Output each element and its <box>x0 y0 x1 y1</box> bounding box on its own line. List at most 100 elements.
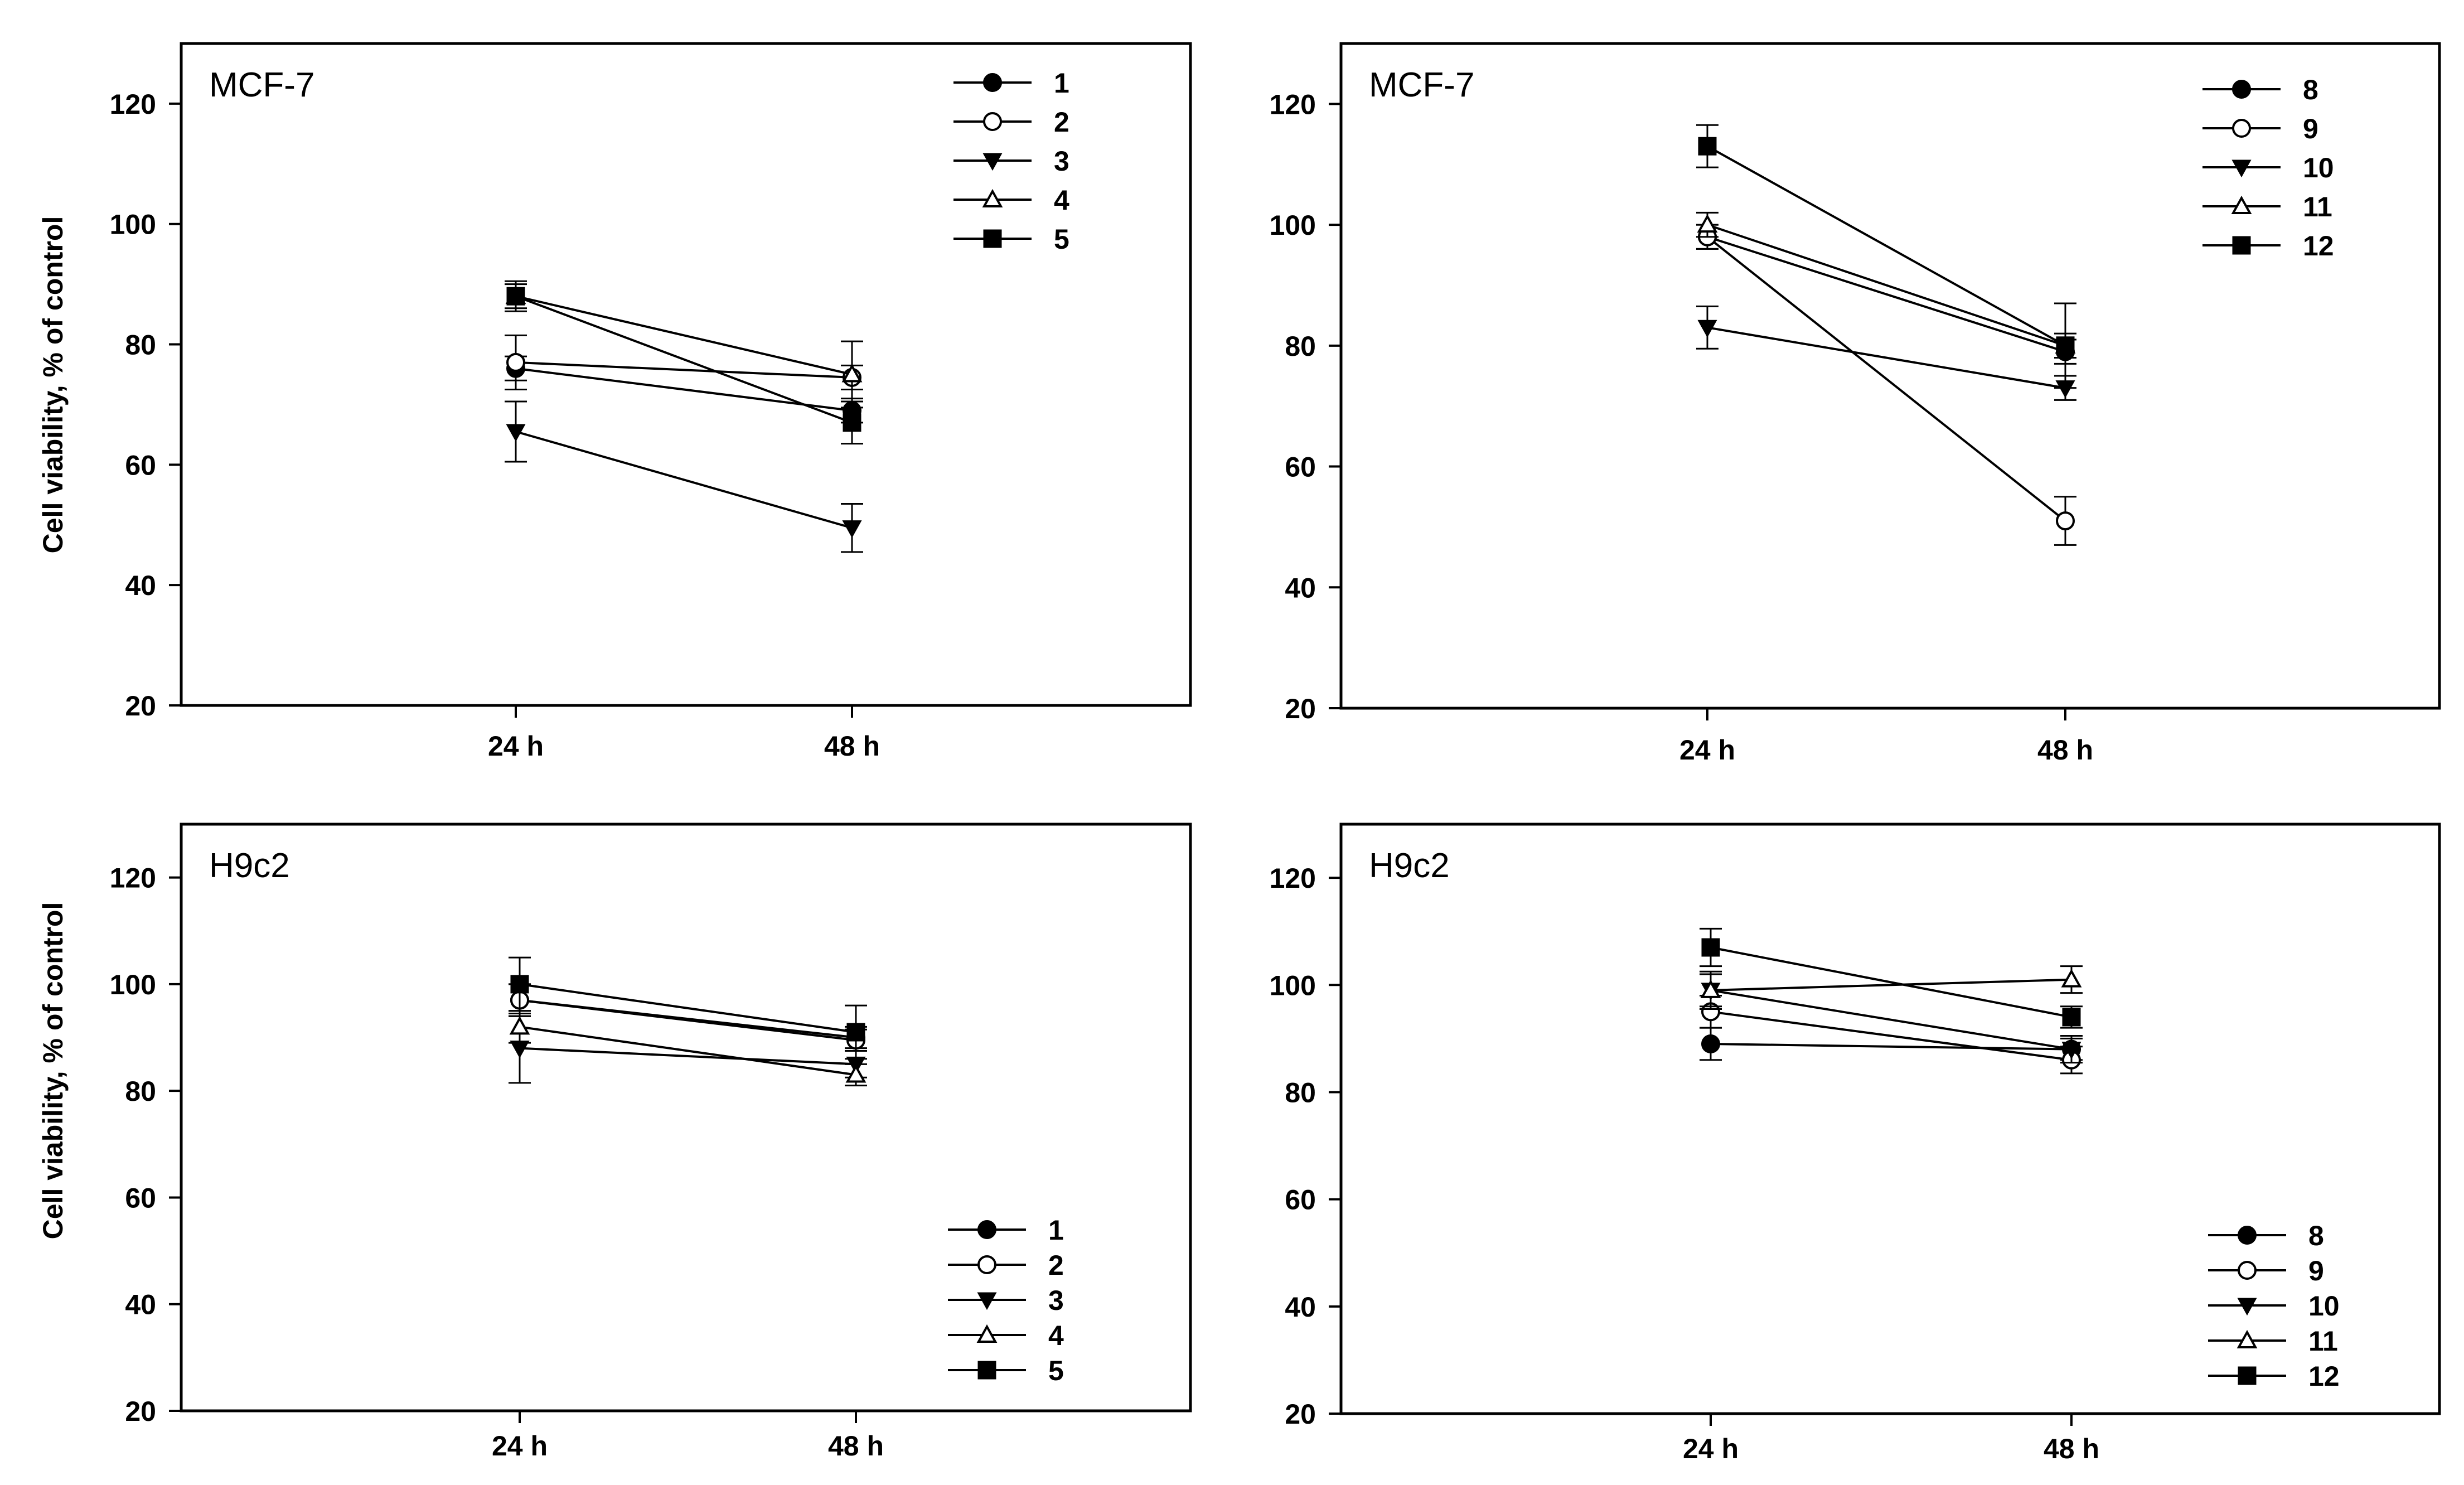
legend-marker <box>983 73 1002 92</box>
data-point <box>841 364 863 383</box>
series-4 <box>509 1010 867 1087</box>
legend-label: 12 <box>2303 230 2334 262</box>
legend-marker <box>2232 119 2251 138</box>
series-line <box>1710 1010 2072 1061</box>
series-line <box>515 367 853 412</box>
y-tick-label: 60 <box>125 449 156 481</box>
cell-line-label: H9c2 <box>209 847 290 885</box>
y-tick-label: 100 <box>1270 970 1316 1001</box>
data-point <box>506 424 526 442</box>
data-point <box>843 413 861 432</box>
legend-label: 1 <box>1054 67 1069 99</box>
y-tick-label: 80 <box>1285 1077 1316 1108</box>
chart-panel-h9c2-compounds-1-5: H9c2 20 40 60 80 100 120 24 h 48 h 1 2 3 4 5 <box>110 823 1192 1462</box>
legend-marker <box>977 1361 996 1380</box>
legend-marker <box>2231 159 2252 178</box>
legend-label: 2 <box>1048 1250 1064 1281</box>
x-tick-label: 24 h <box>488 731 544 762</box>
y-tick-label: 40 <box>1285 1291 1316 1323</box>
legend-label: 9 <box>2308 1255 2324 1286</box>
series-2 <box>509 983 867 1052</box>
legend-marker <box>2237 1298 2257 1316</box>
y-tick-label: 80 <box>125 1076 156 1107</box>
legend-label: 3 <box>1054 146 1069 177</box>
series-line <box>519 1047 856 1066</box>
series-line <box>1710 1042 2072 1051</box>
series-line <box>1707 224 2066 347</box>
legend-marker <box>2232 236 2251 255</box>
series-line <box>519 999 856 1042</box>
legend-label: 12 <box>2308 1361 2340 1392</box>
chart-panel-h9c2-compounds-8-12: H9c2 20 40 60 80 100 120 24 h 48 h 8 9 10 11 12 <box>1270 823 2441 1464</box>
legend: 8 9 10 11 12 <box>2202 74 2334 262</box>
series-line <box>1707 326 2066 389</box>
legend-marker <box>2238 1226 2257 1245</box>
series-11 <box>1700 965 2083 1008</box>
legend-marker <box>2232 80 2251 99</box>
legend: 8 9 10 11 12 <box>2208 1220 2340 1392</box>
y-tick-label: 20 <box>125 690 156 722</box>
series-12 <box>1696 124 2076 359</box>
chart-panel-mcf7-compounds-8-12: MCF-7 20 40 60 80 100 120 24 h 48 h 8 9 10 11 12 <box>1270 42 2441 766</box>
data-point <box>509 1016 530 1035</box>
y-tick-label: 120 <box>110 89 156 120</box>
legend-label: 10 <box>2308 1290 2340 1322</box>
series-line <box>1707 145 2066 347</box>
legend-marker <box>2231 195 2252 214</box>
legend-marker <box>983 229 1002 248</box>
y-tick-label: 100 <box>110 969 156 1000</box>
legend-marker <box>983 112 1002 131</box>
legend-marker <box>2238 1366 2257 1385</box>
series-line <box>515 295 853 376</box>
series-line <box>1710 946 2072 1018</box>
series-5 <box>505 280 863 445</box>
legend-marker <box>976 1324 998 1343</box>
y-tick-label: 20 <box>125 1396 156 1427</box>
legend-label: 11 <box>2303 191 2332 222</box>
data-point <box>1700 979 1721 998</box>
legend-marker <box>977 1220 996 1239</box>
y-tick-label: 120 <box>110 863 156 894</box>
y-tick-label: 60 <box>1285 452 1316 483</box>
data-point <box>2061 969 2082 988</box>
legend-label: 4 <box>1048 1320 1064 1351</box>
y-tick-label: 40 <box>125 1289 156 1320</box>
plot-frame <box>180 823 1192 1413</box>
y-tick-label: 60 <box>1285 1184 1316 1216</box>
series-line <box>1707 235 2066 353</box>
legend: 1 2 3 4 5 <box>953 67 1069 255</box>
series-12 <box>1700 927 2083 1029</box>
data-point <box>845 1064 866 1083</box>
series-3 <box>509 1013 867 1084</box>
x-tick-label: 48 h <box>2044 1433 2099 1464</box>
data-point <box>1697 320 1717 338</box>
y-tick-label: 80 <box>1285 331 1316 362</box>
series-line <box>515 430 853 529</box>
plot-frame <box>180 42 1192 707</box>
legend-label: 9 <box>2303 113 2318 144</box>
legend-marker <box>2237 1329 2258 1348</box>
data-point <box>506 352 525 372</box>
data-point <box>2062 1008 2081 1027</box>
data-point <box>2061 1042 2081 1060</box>
chart-panel-mcf7-compounds-1-5: MCF-7 20 40 60 80 100 120 24 h 48 h 1 2 3 4 5 <box>110 42 1192 762</box>
legend-label: 11 <box>2308 1326 2338 1357</box>
data-point <box>506 287 525 306</box>
series-8 <box>1700 1027 2083 1061</box>
series-line <box>515 295 853 424</box>
series-1 <box>505 355 863 424</box>
legend-marker <box>982 188 1003 207</box>
y-tick-label: 80 <box>125 330 156 361</box>
plot-frame <box>1339 42 2441 710</box>
cell-line-label: MCF-7 <box>1369 66 1474 104</box>
cell-line-label: MCF-7 <box>209 66 314 104</box>
y-axis-label-top: Cell viability, % of control <box>37 216 69 554</box>
y-axis-label-bottom: Cell viability, % of control <box>37 902 69 1240</box>
series-9 <box>1696 224 2076 546</box>
data-point <box>842 520 862 538</box>
series-10 <box>1700 970 2083 1064</box>
x-tick-label: 24 h <box>1679 734 1735 766</box>
legend-label: 5 <box>1048 1355 1064 1386</box>
data-point <box>1701 1034 1720 1053</box>
